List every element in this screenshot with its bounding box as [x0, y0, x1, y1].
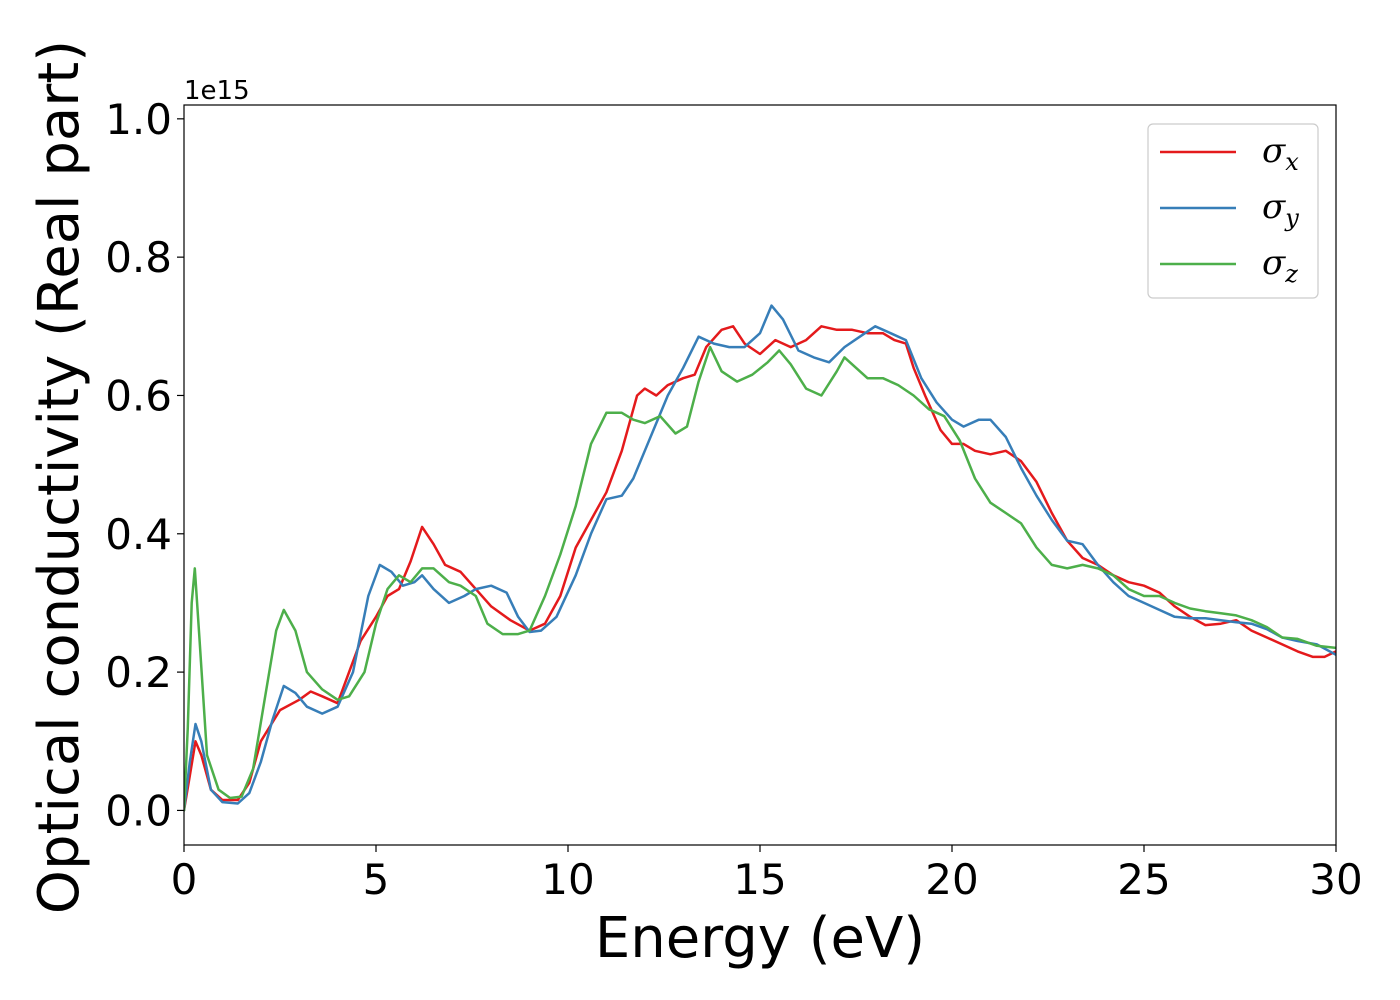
y-tick-label: 0.2 — [105, 648, 172, 697]
y-offset-label: 1e15 — [184, 76, 250, 106]
axes: 0 5 10 15 20 25 30 0.0 0.2 0.4 0.6 0.8 1.0 — [105, 95, 1363, 904]
y-axis-title: Optical conductivity (Real part) — [27, 40, 92, 914]
y-tick-label: 0.0 — [105, 786, 172, 835]
y-tick-label: 1.0 — [105, 95, 172, 144]
x-tick-label: 20 — [925, 855, 978, 904]
series-line-x — [184, 325, 1336, 812]
series-line-z — [184, 345, 1336, 812]
x-tick-label: 30 — [1309, 855, 1362, 904]
legend-label-y: σy — [1262, 187, 1299, 232]
legend-box — [1147, 123, 1319, 299]
x-tick-label: 25 — [1117, 855, 1170, 904]
plot-area — [184, 304, 1336, 812]
x-tick-label: 5 — [363, 855, 390, 904]
x-tick-label: 10 — [541, 855, 594, 904]
legend: σx σy σz — [1147, 123, 1319, 299]
y-tick-label: 0.4 — [105, 510, 172, 559]
x-tick-label: 15 — [733, 855, 786, 904]
y-tick-label: 0.6 — [105, 371, 172, 420]
series-line-y — [184, 304, 1336, 812]
y-tick-label: 0.8 — [105, 233, 172, 282]
x-axis-title: Energy (eV) — [595, 906, 925, 971]
legend-label-x: σx — [1262, 131, 1299, 176]
x-tick-label: 0 — [171, 855, 198, 904]
legend-label-z: σz — [1262, 243, 1298, 288]
